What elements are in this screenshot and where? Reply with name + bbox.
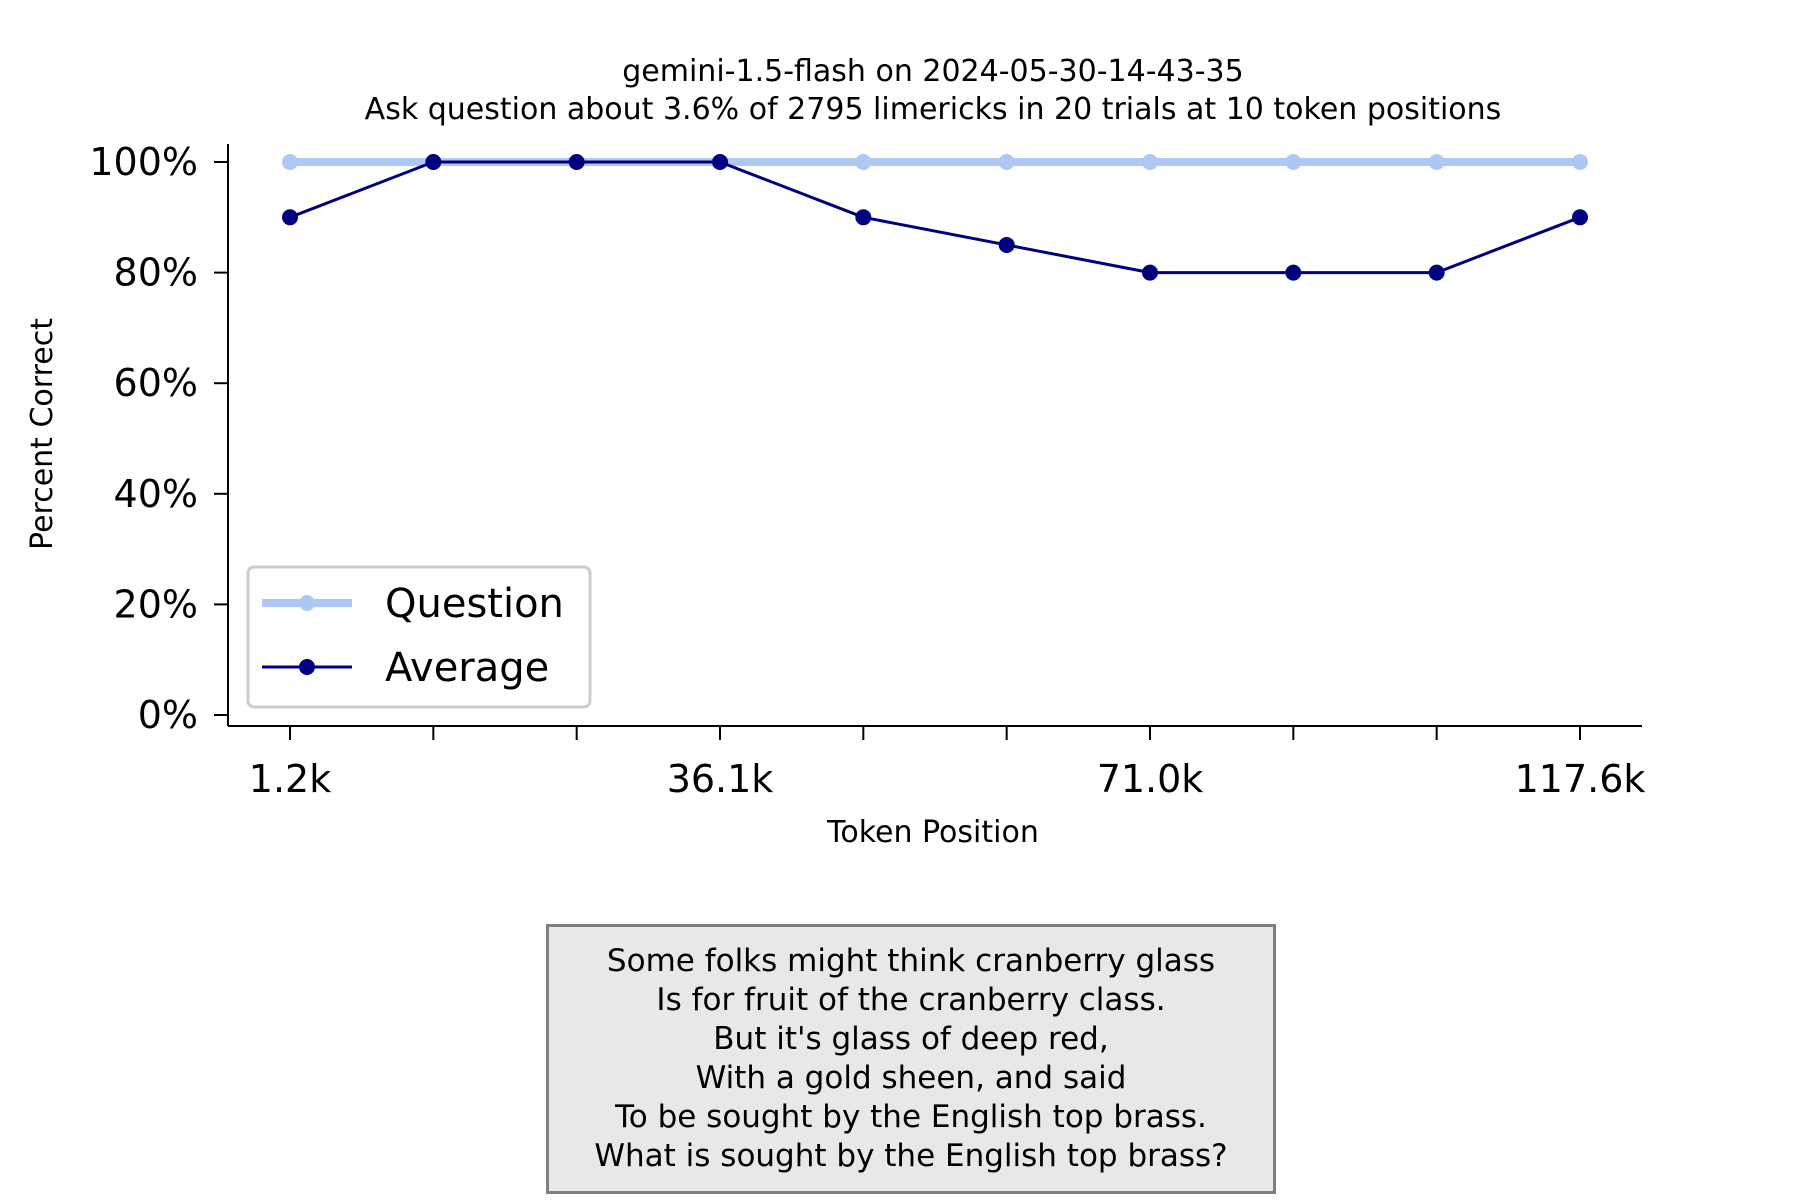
data-point-average <box>568 154 585 170</box>
x-tick-label: 117.6k <box>1515 757 1646 801</box>
data-point-average <box>1142 264 1158 281</box>
data-point-average <box>282 209 298 226</box>
data-point-question <box>1285 154 1302 170</box>
data-point-average <box>855 209 872 226</box>
data-point-average <box>1285 264 1302 281</box>
data-point-average <box>712 154 728 170</box>
chart-title-line-1: gemini-1.5-flash on 2024-05-30-14-43-35 <box>622 54 1243 89</box>
chart-title-line-2: Ask question about 3.6% of 2795 limerick… <box>365 92 1502 127</box>
data-point-average <box>998 236 1015 253</box>
x-ticks: 1.2k 36.1k 71.0k 117.6k <box>249 726 1646 801</box>
legend-marker-average <box>299 659 315 675</box>
chart-title: gemini-1.5-flash on 2024-05-30-14-43-35 … <box>365 54 1502 127</box>
data-point-question <box>1572 154 1588 170</box>
x-axis-label: Token Position <box>826 815 1039 850</box>
data-point-question <box>1142 154 1158 170</box>
limerick-box: Some folks might think cranberry glass I… <box>546 924 1276 1194</box>
data-point-question <box>1428 154 1445 170</box>
limerick-line: But it's glass of deep red, <box>713 1021 1109 1057</box>
axes <box>227 144 1642 727</box>
series-line-average <box>289 160 1581 275</box>
y-axis-label: Percent Correct <box>25 318 60 550</box>
x-tick-label: 71.0k <box>1097 757 1204 801</box>
y-tick-label: 0% <box>138 693 198 737</box>
plot-series <box>282 154 1588 281</box>
data-point-average <box>1572 209 1588 226</box>
data-point-average <box>1428 264 1445 281</box>
x-tick-label: 36.1k <box>667 757 774 801</box>
y-tick-label: 20% <box>114 582 198 626</box>
data-point-average <box>425 154 442 170</box>
y-ticks: 0% 20% 40% 60% 80% 100% <box>89 140 228 737</box>
data-point-question <box>998 154 1015 170</box>
data-point-question <box>282 154 298 170</box>
limerick-line: Is for fruit of the cranberry class. <box>656 982 1166 1018</box>
series-average <box>282 154 1588 281</box>
legend-label-question: Question <box>385 581 564 627</box>
y-tick-label: 40% <box>114 472 198 516</box>
limerick-line: With a gold sheen, and said <box>695 1060 1127 1096</box>
data-point-question <box>855 154 872 170</box>
legend-label-average: Average <box>385 645 549 691</box>
y-tick-label: 80% <box>114 251 198 295</box>
y-tick-label: 100% <box>89 140 198 184</box>
legend-marker-question <box>299 595 315 611</box>
y-tick-label: 60% <box>114 361 198 405</box>
limerick-line: What is sought by the English top brass? <box>594 1138 1228 1174</box>
limerick-line: Some folks might think cranberry glass <box>606 943 1216 979</box>
legend: Question Average <box>246 565 592 709</box>
x-tick-label: 1.2k <box>249 757 331 801</box>
limerick-line: To be sought by the English top brass. <box>615 1099 1207 1135</box>
